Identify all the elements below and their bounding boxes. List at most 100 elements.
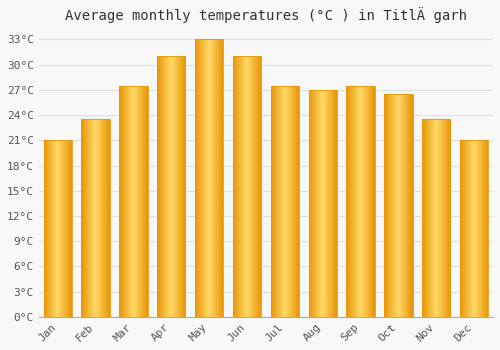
Bar [295, 86, 296, 317]
Bar [487, 140, 488, 317]
Bar [195, 40, 196, 317]
Bar [332, 90, 334, 317]
Bar [434, 119, 435, 317]
Bar [235, 56, 236, 317]
Bar [439, 119, 440, 317]
Bar [259, 56, 260, 317]
Bar [480, 140, 482, 317]
Bar [254, 56, 255, 317]
Bar [392, 94, 393, 317]
Bar [169, 56, 170, 317]
Bar [65, 140, 66, 317]
Bar [236, 56, 237, 317]
Bar [346, 86, 375, 317]
Bar [292, 86, 294, 317]
Bar [120, 86, 122, 317]
Bar [54, 140, 55, 317]
Bar [250, 56, 252, 317]
Bar [460, 140, 488, 317]
Bar [464, 140, 465, 317]
Bar [217, 40, 218, 317]
Bar [384, 94, 385, 317]
Bar [260, 56, 262, 317]
Bar [167, 56, 168, 317]
Bar [384, 94, 412, 317]
Bar [185, 56, 186, 317]
Bar [353, 86, 354, 317]
Bar [325, 90, 326, 317]
Bar [70, 140, 72, 317]
Bar [233, 56, 234, 317]
Bar [474, 140, 475, 317]
Bar [248, 56, 249, 317]
Bar [59, 140, 60, 317]
Bar [162, 56, 163, 317]
Bar [369, 86, 370, 317]
Bar [470, 140, 472, 317]
Bar [402, 94, 404, 317]
Bar [141, 86, 142, 317]
Bar [219, 40, 220, 317]
Bar [252, 56, 253, 317]
Bar [408, 94, 409, 317]
Bar [425, 119, 426, 317]
Bar [119, 86, 148, 317]
Bar [407, 94, 408, 317]
Bar [119, 86, 120, 317]
Bar [390, 94, 392, 317]
Bar [237, 56, 238, 317]
Bar [282, 86, 284, 317]
Bar [350, 86, 352, 317]
Bar [313, 90, 314, 317]
Bar [180, 56, 182, 317]
Bar [83, 119, 84, 317]
Bar [386, 94, 387, 317]
Bar [138, 86, 139, 317]
Bar [440, 119, 442, 317]
Bar [294, 86, 295, 317]
Bar [278, 86, 280, 317]
Bar [484, 140, 485, 317]
Bar [179, 56, 180, 317]
Bar [327, 90, 328, 317]
Bar [84, 119, 85, 317]
Bar [357, 86, 358, 317]
Bar [105, 119, 106, 317]
Bar [98, 119, 99, 317]
Bar [400, 94, 402, 317]
Bar [174, 56, 175, 317]
Bar [354, 86, 355, 317]
Title: Average monthly temperatures (°C ) in TitlÄ garh: Average monthly temperatures (°C ) in Ti… [65, 7, 467, 23]
Bar [352, 86, 353, 317]
Bar [285, 86, 286, 317]
Bar [328, 90, 329, 317]
Bar [135, 86, 136, 317]
Bar [282, 86, 283, 317]
Bar [45, 140, 46, 317]
Bar [481, 140, 482, 317]
Bar [147, 86, 148, 317]
Bar [68, 140, 69, 317]
Bar [336, 90, 337, 317]
Bar [388, 94, 390, 317]
Bar [142, 86, 144, 317]
Bar [469, 140, 470, 317]
Bar [276, 86, 277, 317]
Bar [89, 119, 90, 317]
Bar [366, 86, 367, 317]
Bar [399, 94, 400, 317]
Bar [242, 56, 243, 317]
Bar [96, 119, 97, 317]
Bar [444, 119, 445, 317]
Bar [233, 56, 261, 317]
Bar [308, 90, 337, 317]
Bar [184, 56, 185, 317]
Bar [331, 90, 332, 317]
Bar [279, 86, 280, 317]
Bar [308, 90, 310, 317]
Bar [437, 119, 438, 317]
Bar [389, 94, 390, 317]
Bar [460, 140, 462, 317]
Bar [132, 86, 133, 317]
Bar [238, 56, 240, 317]
